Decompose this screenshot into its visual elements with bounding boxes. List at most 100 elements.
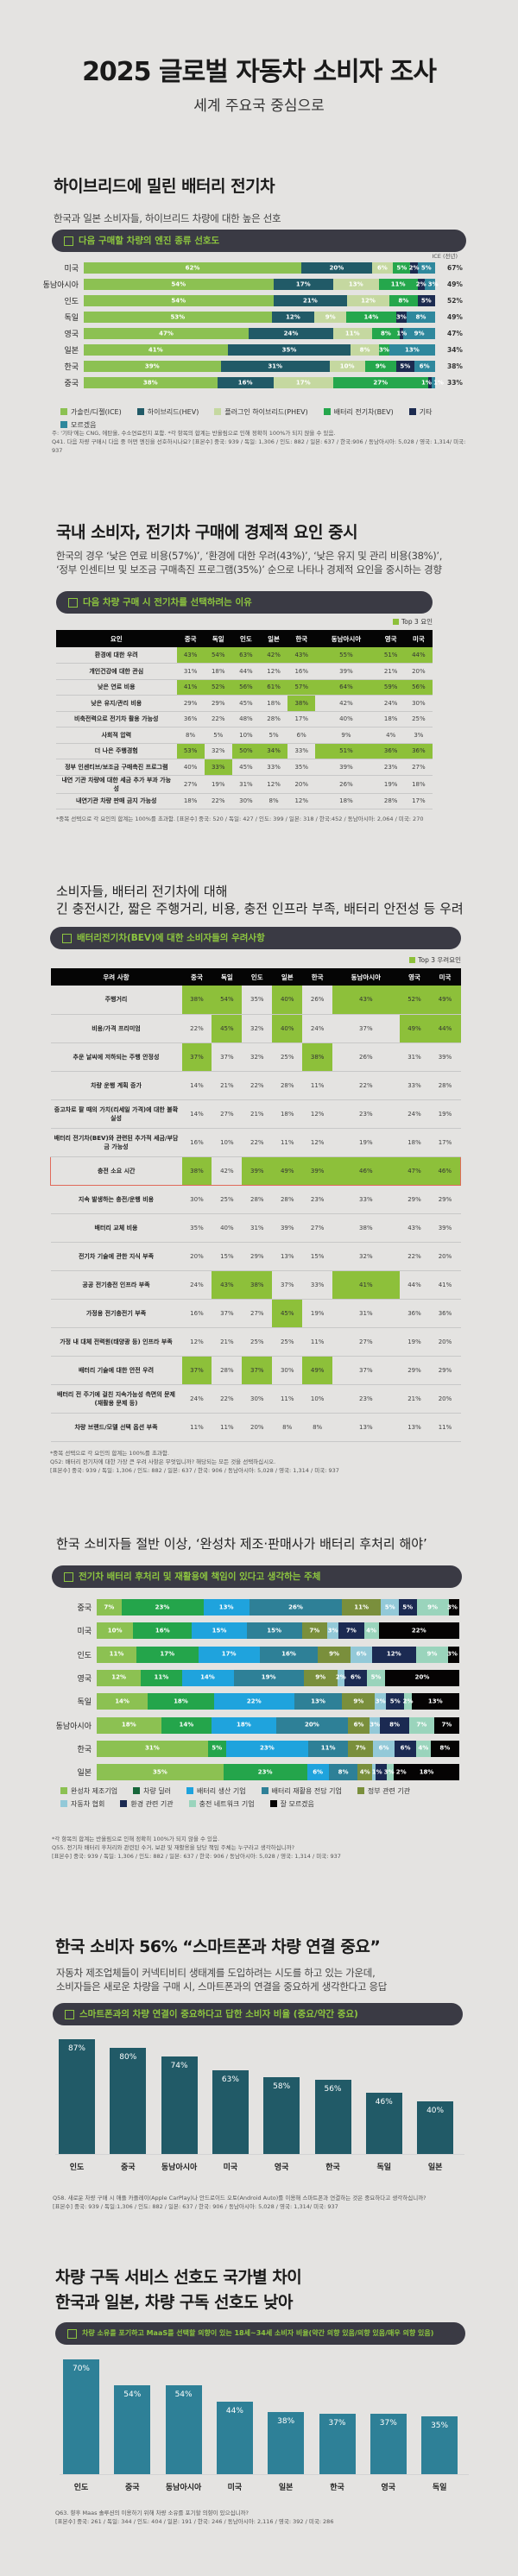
- cell-value: 29%: [399, 1185, 430, 1214]
- x-tick-label: 동남아시아: [165, 2484, 202, 2492]
- segment-label: 20%: [305, 1721, 319, 1729]
- bar-segment-3: [378, 279, 418, 290]
- cell-value: 33%: [302, 1270, 333, 1300]
- cell-value: 18%: [272, 1099, 303, 1129]
- stacked-bar: 62% 20% 6% 5% 2% 5%: [84, 262, 435, 274]
- row-label: 개인건강에 대한 관심: [56, 663, 177, 680]
- segment-label: 24%: [283, 330, 299, 337]
- table-row: 중고차로 팔 때의 가치(리세일 가격)에 대한 불확실성 14% 27% 21% 18…: [50, 1099, 461, 1129]
- cell-value: 4%: [376, 727, 405, 744]
- bar-segment-6: [386, 1693, 405, 1710]
- top3-key-label: Top 3 우려요인: [418, 956, 461, 964]
- segment-label: 3%: [427, 280, 439, 287]
- checkbox-icon: [67, 2328, 77, 2339]
- cell-value: 51%: [376, 647, 405, 664]
- bar-segment-5: [407, 312, 435, 323]
- bar-segment-1: [148, 1693, 214, 1710]
- segment-label: 47%: [159, 330, 174, 337]
- bar-segment-2: [314, 312, 347, 323]
- row-label: 충전 소요 시간: [50, 1156, 182, 1186]
- cell-value: 28%: [376, 793, 405, 809]
- cell-value: 25%: [212, 1185, 243, 1214]
- cell-value: 28%: [242, 1185, 273, 1214]
- legend-swatch: [408, 408, 416, 415]
- s1-desc: 한국과 일본 소비자들, 하이브리드 차량에 대한 높은 선호: [54, 212, 281, 224]
- segment-label: 7%: [355, 1744, 366, 1752]
- bar-value-label: 37%: [328, 2418, 346, 2428]
- bar-segment-3: [332, 377, 428, 388]
- column-header: 동남아시아: [315, 630, 377, 647]
- segment-label: 8%: [338, 1768, 349, 1776]
- row-label: 인도: [64, 298, 79, 306]
- bar-value-label: 80%: [119, 2053, 137, 2063]
- segment-label: 6%: [378, 1744, 389, 1752]
- segment-label: 3%: [370, 1721, 381, 1729]
- bar-segment-5: [369, 1716, 381, 1734]
- bar-영국: 37%: [370, 2413, 407, 2474]
- cell-value: 39%: [429, 1042, 461, 1072]
- cell-value: 39%: [315, 759, 377, 776]
- legend-swatch: [214, 408, 222, 415]
- cell-value: 25%: [272, 1042, 303, 1072]
- cell-value: 22%: [212, 1384, 243, 1414]
- segment-label: 6%: [313, 1768, 324, 1776]
- segment-label: 23%: [257, 1768, 273, 1776]
- cell-value: 27%: [176, 775, 205, 794]
- column-header: 독일: [212, 968, 243, 986]
- bar-segment-8: [378, 1622, 459, 1640]
- bar-segment-5: [389, 344, 435, 356]
- bar-segment-2: [198, 1646, 260, 1663]
- cell-value: 11%: [272, 1128, 303, 1157]
- bar-한국: 56%: [314, 2080, 351, 2154]
- legend-swatch: [60, 421, 67, 428]
- s3-heading-1: 소비자들, 배터리 전기차에 대해: [56, 884, 228, 899]
- legend-item: 환경 관련 기관: [120, 1799, 174, 1809]
- cell-value: 41%: [176, 679, 205, 696]
- bar-segment-7: [416, 1599, 449, 1616]
- checkbox-icon: [62, 933, 72, 943]
- segment-label: 2%: [408, 264, 420, 271]
- table-row: 배터리 전 주기에 걸친 지속가능성 측면의 문제(재활용 문제 등) 24% 22…: [50, 1384, 461, 1414]
- s6-heading-2: 한국과 일본, 차량 구독 선호도 낮아: [55, 2293, 294, 2312]
- cell-value: 16%: [181, 1299, 212, 1328]
- segment-label: 12%: [361, 297, 376, 304]
- bar-segment-3: [393, 262, 411, 274]
- cell-value: 49%: [429, 986, 461, 1015]
- segment-label: 21%: [303, 297, 318, 304]
- bar-segment-0: [84, 262, 302, 274]
- segment-label: 9%: [315, 1673, 326, 1681]
- header-row: 우려 사항 중국 독일 인도 일본 한국 동남아시아 영국 미국: [50, 968, 461, 986]
- s3-pill-label: 배터리전기차(BEV)에 대한 소비자들의 우려사항: [77, 933, 265, 943]
- row-label: 공공 전기충전 인프라 부족: [50, 1270, 182, 1300]
- segment-label: 7%: [441, 1721, 452, 1729]
- bar-segment-4: [303, 1669, 338, 1686]
- cell-value: 38%: [242, 1270, 273, 1300]
- bar-segment-0: [84, 312, 272, 323]
- row-label: 차량 브랜드/모델 선택 옵션 부족: [50, 1413, 182, 1442]
- cell-value: 11%: [212, 1413, 243, 1442]
- segment-label: 54%: [171, 297, 186, 304]
- column-header: 요인: [56, 630, 177, 647]
- bar-segment-5: [350, 1646, 373, 1663]
- s5-pill: 스마트폰과의 차량 연결이 중요하다고 답한 소비자 비율 (중요/약간 중요): [53, 2003, 463, 2025]
- bar-segment-1: [273, 279, 333, 290]
- maas-intent-chart: 70% 인도 54% 중국 54% 동남아시아 44% 미국 38% 일본 37% 한국 37% 영국 35…: [35, 2356, 483, 2503]
- s1-note-2: Q41. 다음 차량 구매시 다음 중 어떤 엔진을 선호하시나요? [표본수]…: [52, 438, 466, 454]
- column-header: 인도: [242, 968, 273, 986]
- legend-label: 환경 관련 기관: [130, 1800, 174, 1808]
- cell-value: 38%: [302, 1042, 333, 1072]
- cell-value: 49%: [399, 1014, 430, 1043]
- bar-미국: 63%: [212, 2070, 249, 2154]
- cell-value: 28%: [259, 711, 288, 727]
- prev-year-value: 49%: [447, 280, 463, 288]
- table-row: 전기차 기술에 관한 지식 부족 20% 15% 29% 13% 15% 32% 22% 20%: [50, 1242, 461, 1271]
- cell-value: 26%: [315, 775, 377, 794]
- cell-value: 45%: [272, 1299, 303, 1328]
- cell-value: 56%: [231, 679, 260, 696]
- cell-value: 43%: [176, 647, 205, 664]
- s3-note-3: [표본수] 중국: 939 / 독일: 1,306 / 인도: 882 / 일본…: [50, 1466, 339, 1474]
- segment-label: 20%: [414, 1673, 430, 1681]
- cell-value: 44%: [429, 1014, 461, 1043]
- cell-value: 45%: [231, 759, 260, 776]
- cell-value: 35%: [181, 1213, 212, 1243]
